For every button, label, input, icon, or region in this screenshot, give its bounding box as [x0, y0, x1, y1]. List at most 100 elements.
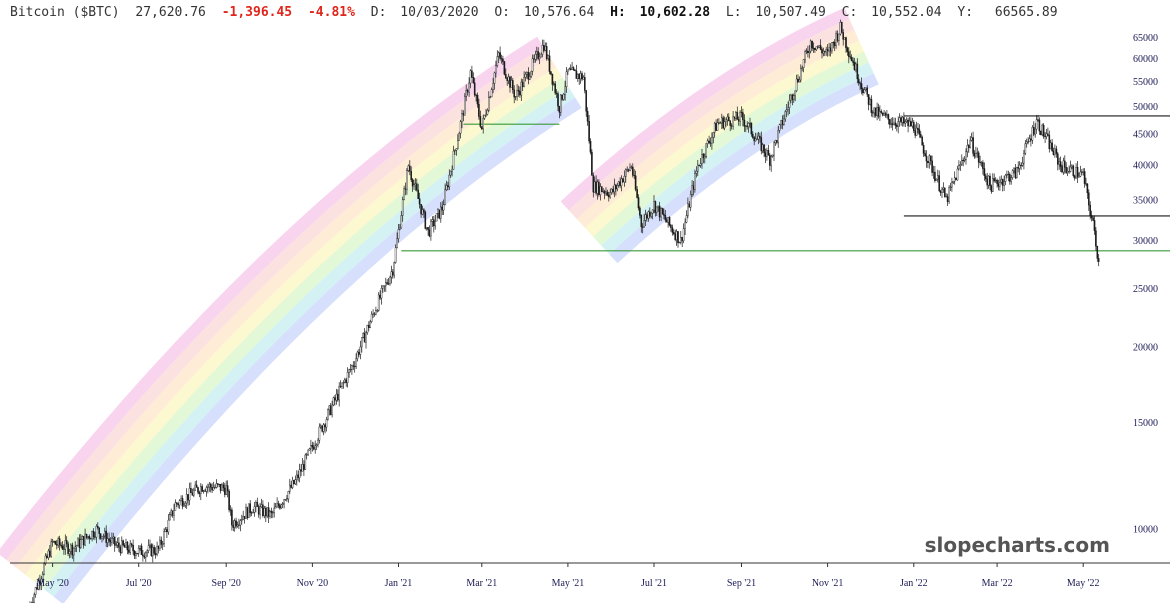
price-candle-body	[919, 130, 920, 135]
price-candle-body	[367, 325, 368, 332]
price-candle-body	[155, 553, 156, 555]
price-candle-body	[814, 48, 815, 50]
price-candle-body	[525, 74, 526, 77]
price-candle-body	[939, 176, 940, 191]
price-candle-body	[591, 152, 592, 175]
price-candle-body	[109, 539, 110, 541]
price-candle-body	[497, 57, 498, 66]
price-candle-body	[426, 227, 427, 228]
price-candle-body	[998, 184, 999, 187]
price-candle-body	[858, 79, 859, 83]
price-candle-body	[402, 200, 403, 216]
price-candle-body	[940, 191, 941, 193]
price-candle-body	[131, 544, 132, 545]
price-candle-body	[701, 154, 702, 163]
price-candle-body	[447, 186, 448, 187]
price-candle-body	[944, 188, 945, 197]
price-candle-body	[1030, 139, 1031, 140]
price-candle-body	[689, 204, 690, 207]
price-candle-body	[613, 189, 614, 192]
price-candle-body	[978, 153, 979, 162]
price-candle-body	[586, 90, 587, 111]
y-tick-label: 20000	[1133, 342, 1158, 353]
price-candle-body	[236, 521, 237, 526]
price-candle-body	[819, 46, 820, 48]
price-candle-body	[51, 542, 52, 557]
price-candle-body	[854, 63, 855, 70]
price-candle-body	[231, 510, 232, 525]
header-date-label: D:	[371, 5, 387, 20]
price-candle-body	[397, 239, 398, 248]
price-candle-body	[293, 480, 294, 484]
price-candle-body	[937, 176, 938, 180]
price-candle-body	[261, 505, 262, 507]
price-candle-body	[817, 47, 818, 48]
price-candle-body	[1059, 162, 1060, 165]
price-candle-body	[1090, 205, 1091, 215]
price-candle-body	[148, 546, 149, 551]
price-candle-body	[175, 503, 176, 510]
price-candle-body	[690, 194, 691, 207]
price-candle-body	[288, 491, 289, 499]
price-candle-body	[320, 426, 321, 427]
price-candle-body	[385, 283, 386, 286]
price-candle-body	[253, 512, 254, 513]
price-candle-body	[546, 46, 547, 58]
price-candle-body	[138, 548, 139, 553]
price-candle-body	[536, 52, 537, 55]
price-candle-body	[353, 366, 354, 367]
price-candle-body	[77, 539, 78, 546]
price-candle-body	[1061, 167, 1062, 172]
x-tick-label: May '20	[36, 578, 69, 589]
price-candle-body	[950, 187, 951, 188]
price-candle-body	[838, 34, 839, 41]
price-candle-body	[655, 202, 656, 213]
price-candle-body	[617, 185, 618, 189]
price-candle-body	[277, 504, 278, 507]
price-candle-body	[917, 128, 918, 130]
price-candle-body	[1001, 179, 1002, 182]
price-candle-body	[248, 504, 249, 518]
price-candle-body	[1019, 165, 1020, 168]
price-candle-body	[409, 166, 410, 171]
price-candle-body	[100, 534, 101, 539]
price-candle-body	[725, 120, 726, 122]
price-candle-body	[87, 536, 88, 537]
rainbow-band	[54, 98, 582, 603]
price-candle-body	[418, 190, 419, 199]
price-candle-body	[742, 113, 743, 120]
price-candle-body	[478, 104, 479, 116]
price-candle-body	[596, 182, 597, 194]
price-candle-body	[382, 286, 383, 288]
price-candle-body	[872, 113, 873, 114]
price-candle-body	[834, 42, 835, 45]
price-candle-body	[1070, 167, 1071, 171]
price-candle-body	[1097, 246, 1098, 258]
price-candle-body	[82, 536, 83, 539]
price-candle-body	[769, 155, 770, 165]
price-candle-body	[687, 204, 688, 216]
price-candle-body	[991, 186, 992, 192]
price-candle-body	[464, 96, 465, 115]
price-candle-body	[1015, 168, 1016, 178]
price-candle-body	[661, 208, 662, 217]
price-candle-body	[75, 547, 76, 548]
price-candle-body	[269, 511, 270, 516]
price-candle-body	[930, 156, 931, 161]
price-candle-body	[271, 511, 272, 512]
price-candle-body	[289, 485, 290, 491]
price-candle-body	[549, 56, 550, 72]
price-candle-body	[718, 123, 719, 124]
price-candle-body	[344, 380, 345, 383]
price-candle-body	[245, 508, 246, 519]
header-high-label: H:	[610, 5, 626, 20]
price-candle-body	[999, 182, 1000, 186]
price-candle-body	[124, 545, 125, 547]
price-candle-body	[135, 554, 136, 556]
price-candle-body	[587, 111, 588, 121]
price-candle-body	[764, 145, 765, 153]
price-candle-body	[104, 531, 105, 536]
price-candle-body	[423, 210, 424, 212]
